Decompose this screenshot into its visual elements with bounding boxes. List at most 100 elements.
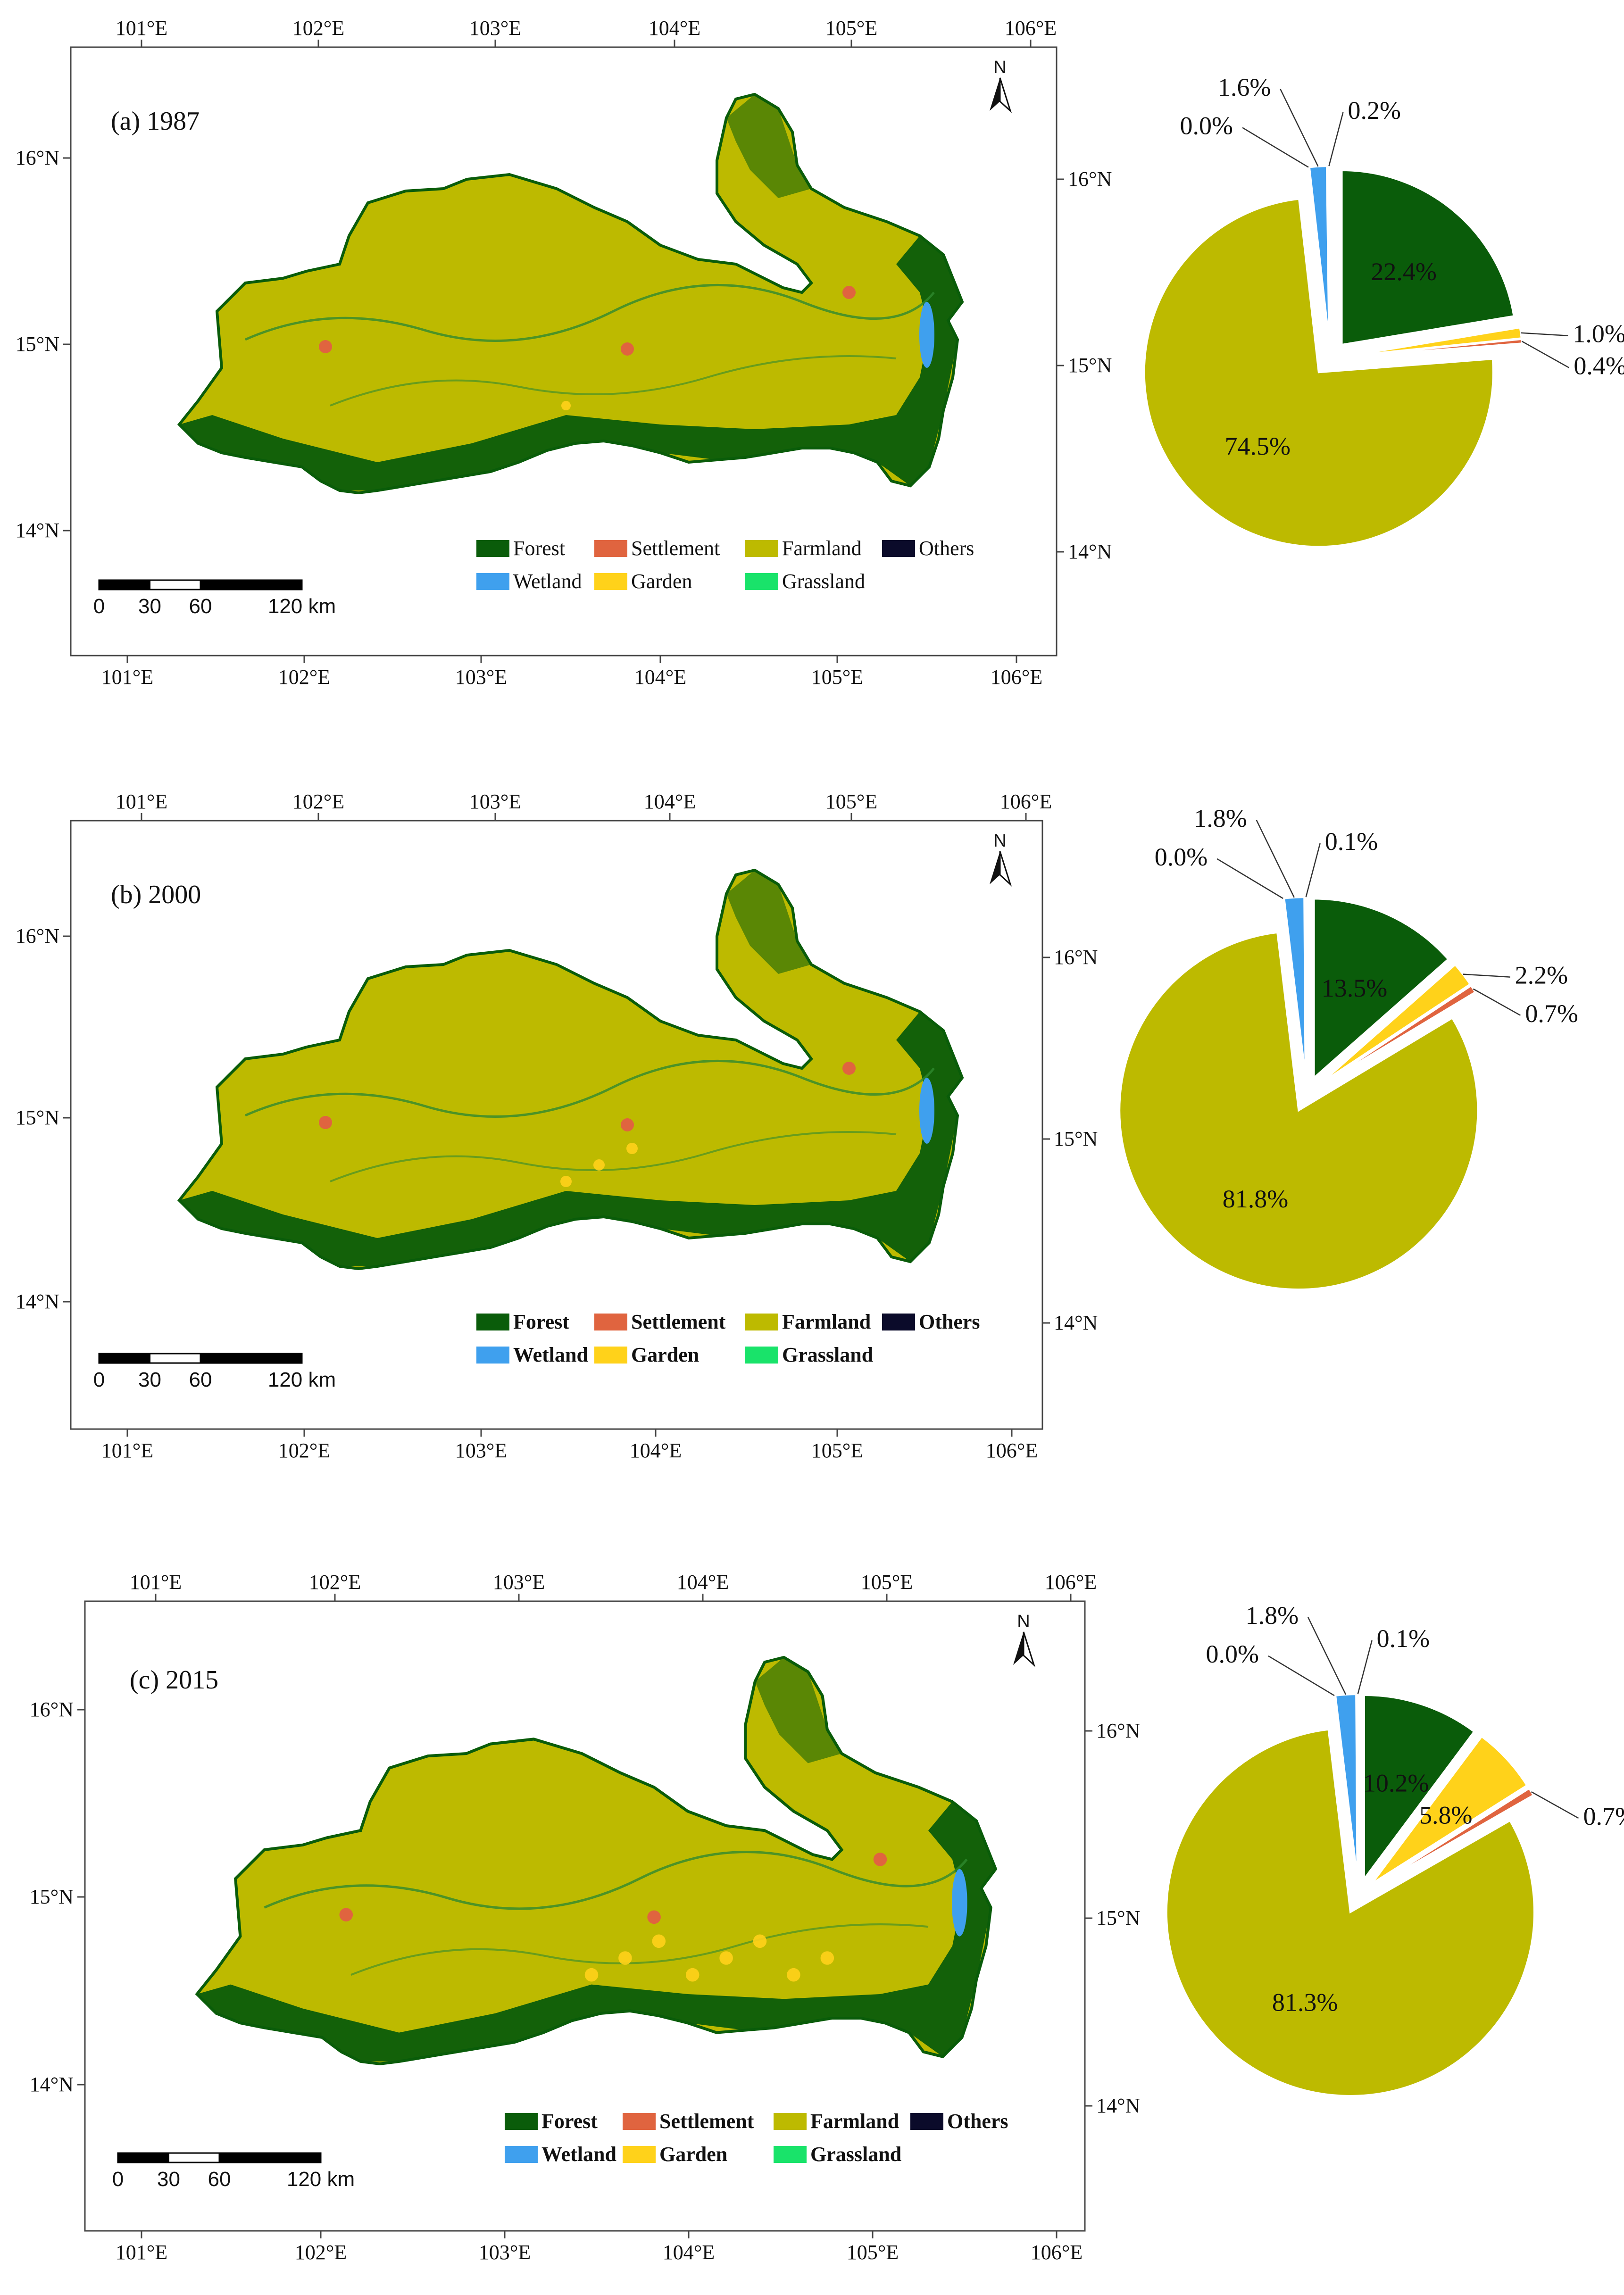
pie-leader-line	[1307, 1617, 1347, 1695]
legend-swatch-wetland	[505, 2146, 538, 2163]
legend-swatch-farmland	[745, 1314, 778, 1330]
garden-area	[584, 1968, 599, 1982]
pie-leader-line	[1328, 112, 1344, 166]
lon-label-top: 103°E	[469, 17, 521, 40]
pie-slice-farmland	[1165, 1728, 1535, 2097]
legend-swatch-grassland	[745, 573, 778, 590]
pie-leader-line	[1268, 1655, 1335, 1696]
lon-label-bottom: 101°E	[101, 665, 153, 689]
pie-slice-grassland	[1356, 1693, 1359, 1879]
legend-swatch-wetland	[476, 573, 509, 590]
lon-label-top: 106°E	[1005, 17, 1057, 40]
forest-area	[179, 1012, 962, 1266]
legend-swatch-farmland	[774, 2113, 807, 2130]
legend-label-farmland: Farmland	[782, 1310, 871, 1333]
scale-bar-segment	[168, 2152, 220, 2163]
lon-label-top: 103°E	[469, 790, 521, 813]
lon-label-top: 101°E	[130, 1571, 182, 1594]
scale-bar-segment	[98, 1353, 150, 1364]
north-arrow-icon	[990, 77, 1012, 113]
pie-slice-garden	[1371, 1735, 1529, 1885]
legend-swatch-forest	[505, 2113, 538, 2130]
pie-value-label: 0.0%	[1155, 843, 1208, 871]
forest-area	[179, 236, 962, 491]
settlement-area	[842, 286, 856, 299]
legend-swatch-grassland	[774, 2146, 807, 2163]
pie-value-label: 81.3%	[1272, 1988, 1338, 2017]
legend-label-farmland: Farmland	[810, 2110, 899, 2133]
lon-label-bottom: 105°E	[847, 2241, 899, 2264]
pie-leader-line	[1521, 332, 1568, 336]
pie-slice-garden	[1320, 963, 1472, 1084]
legend-label-settlement: Settlement	[631, 1310, 726, 1333]
garden-area	[561, 401, 571, 410]
scale-bar-segment	[149, 579, 201, 590]
pie-chart: 13.5% 2.2% 0.7% 81.8% 0.0% 1.8% 0.1%	[1118, 804, 1578, 1291]
settlement-area	[319, 1116, 332, 1129]
pie-leader-line	[1280, 89, 1319, 167]
forest-area	[755, 1657, 842, 1763]
legend-label-grassland: Grassland	[782, 570, 865, 593]
lon-label-bottom: 105°E	[811, 665, 863, 689]
pie-value-label: 0.4%	[1574, 352, 1624, 380]
pie-value-label: 10.2%	[1363, 1769, 1429, 1797]
garden-area	[787, 1968, 800, 1982]
lon-label-bottom: 104°E	[630, 1439, 682, 1462]
river-line	[350, 1923, 929, 1976]
lon-label-top: 105°E	[825, 17, 877, 40]
lat-label-left: 16°N	[30, 1698, 74, 1721]
pie-value-label: 74.5%	[1224, 432, 1290, 460]
pie-chart: 10.2% 5.8% 0.7% 81.3% 0.0% 1.8% 0.1%	[1165, 1601, 1624, 2097]
lat-label-right: 16°N	[1054, 946, 1098, 969]
legend-swatch-garden	[594, 573, 627, 590]
forest-area	[197, 1801, 996, 2062]
garden-area	[685, 1968, 700, 1982]
pie-slice-forest	[1341, 169, 1515, 346]
lon-label-bottom: 106°E	[991, 665, 1042, 689]
lat-label-right: 16°N	[1068, 167, 1112, 191]
garden-area	[719, 1951, 733, 1965]
pie-value-label: 5.8%	[1419, 1801, 1472, 1829]
basin-map	[177, 868, 964, 1271]
pie-slice-grassland	[1304, 896, 1308, 1077]
lon-label-top: 104°E	[644, 790, 696, 813]
pie-value-label: 0.0%	[1180, 112, 1233, 140]
lon-label-bottom: 102°E	[295, 2241, 347, 2264]
lat-label-right: 14°N	[1096, 2094, 1140, 2117]
legend-label-others: Others	[919, 537, 974, 560]
scale-bar-label: 0	[93, 1368, 105, 1391]
legend-swatch-others	[882, 540, 915, 557]
river-line	[244, 283, 935, 342]
pie-value-label: 0.1%	[1325, 827, 1378, 856]
panel-svg: 101°E 101°E 102°E 102°E 103°E 103°E 104°E 104°E…	[30, 1571, 1624, 2264]
north-arrow-icon	[1013, 1631, 1036, 1667]
river-line	[244, 1059, 935, 1118]
pie-leader-line	[1216, 858, 1283, 899]
pie-value-label: 0.7%	[1525, 999, 1578, 1028]
pie-leader-line	[1521, 341, 1569, 368]
legend-label-farmland: Farmland	[782, 537, 862, 560]
legend-label-others: Others	[919, 1310, 980, 1333]
farmland-area	[195, 1655, 998, 2065]
lon-label-top: 102°E	[292, 17, 344, 40]
scale-bar-segment	[218, 2152, 322, 2163]
lon-label-top: 104°E	[677, 1571, 729, 1594]
panel-svg: 101°E 101°E 102°E 102°E 103°E 103°E 104°E 104°E…	[16, 790, 1578, 1462]
panel-3: 101°E 101°E 102°E 102°E 103°E 103°E 104°E 104°E…	[0, 1547, 1624, 2295]
pie-value-label: 0.0%	[1206, 1640, 1258, 1668]
legend-label-forest: Forest	[513, 1310, 569, 1333]
garden-area	[652, 1934, 666, 1948]
legend-swatch-settlement	[594, 540, 627, 557]
lon-label-top: 101°E	[116, 17, 167, 40]
pie-leader-line	[1305, 843, 1321, 898]
lat-label-left: 15°N	[16, 1106, 59, 1129]
scale-bar-label: 30	[138, 595, 161, 618]
scale-bar-segment	[98, 579, 150, 590]
settlement-area	[873, 1853, 887, 1866]
lon-label-top: 102°E	[309, 1571, 361, 1594]
pie-value-label: 0.7%	[1583, 1802, 1624, 1830]
lon-label-top: 102°E	[292, 790, 344, 813]
lon-label-top: 105°E	[825, 790, 877, 813]
lat-label-right: 15°N	[1096, 1906, 1140, 1929]
pie-slice-farmland	[1143, 198, 1494, 548]
